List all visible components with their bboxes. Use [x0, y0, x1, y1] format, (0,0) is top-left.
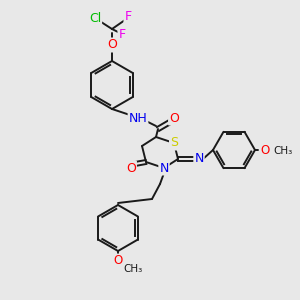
Text: O: O: [169, 112, 179, 124]
Text: N: N: [159, 161, 169, 175]
Text: CH₃: CH₃: [123, 264, 142, 274]
Text: O: O: [107, 38, 117, 52]
Text: O: O: [260, 143, 270, 157]
Text: F: F: [118, 28, 126, 41]
Text: O: O: [113, 254, 123, 268]
Text: CH₃: CH₃: [273, 146, 292, 156]
Text: N: N: [194, 152, 204, 166]
Text: O: O: [126, 161, 136, 175]
Text: S: S: [170, 136, 178, 149]
Text: NH: NH: [129, 112, 147, 125]
Text: Cl: Cl: [89, 11, 101, 25]
Text: F: F: [124, 11, 132, 23]
